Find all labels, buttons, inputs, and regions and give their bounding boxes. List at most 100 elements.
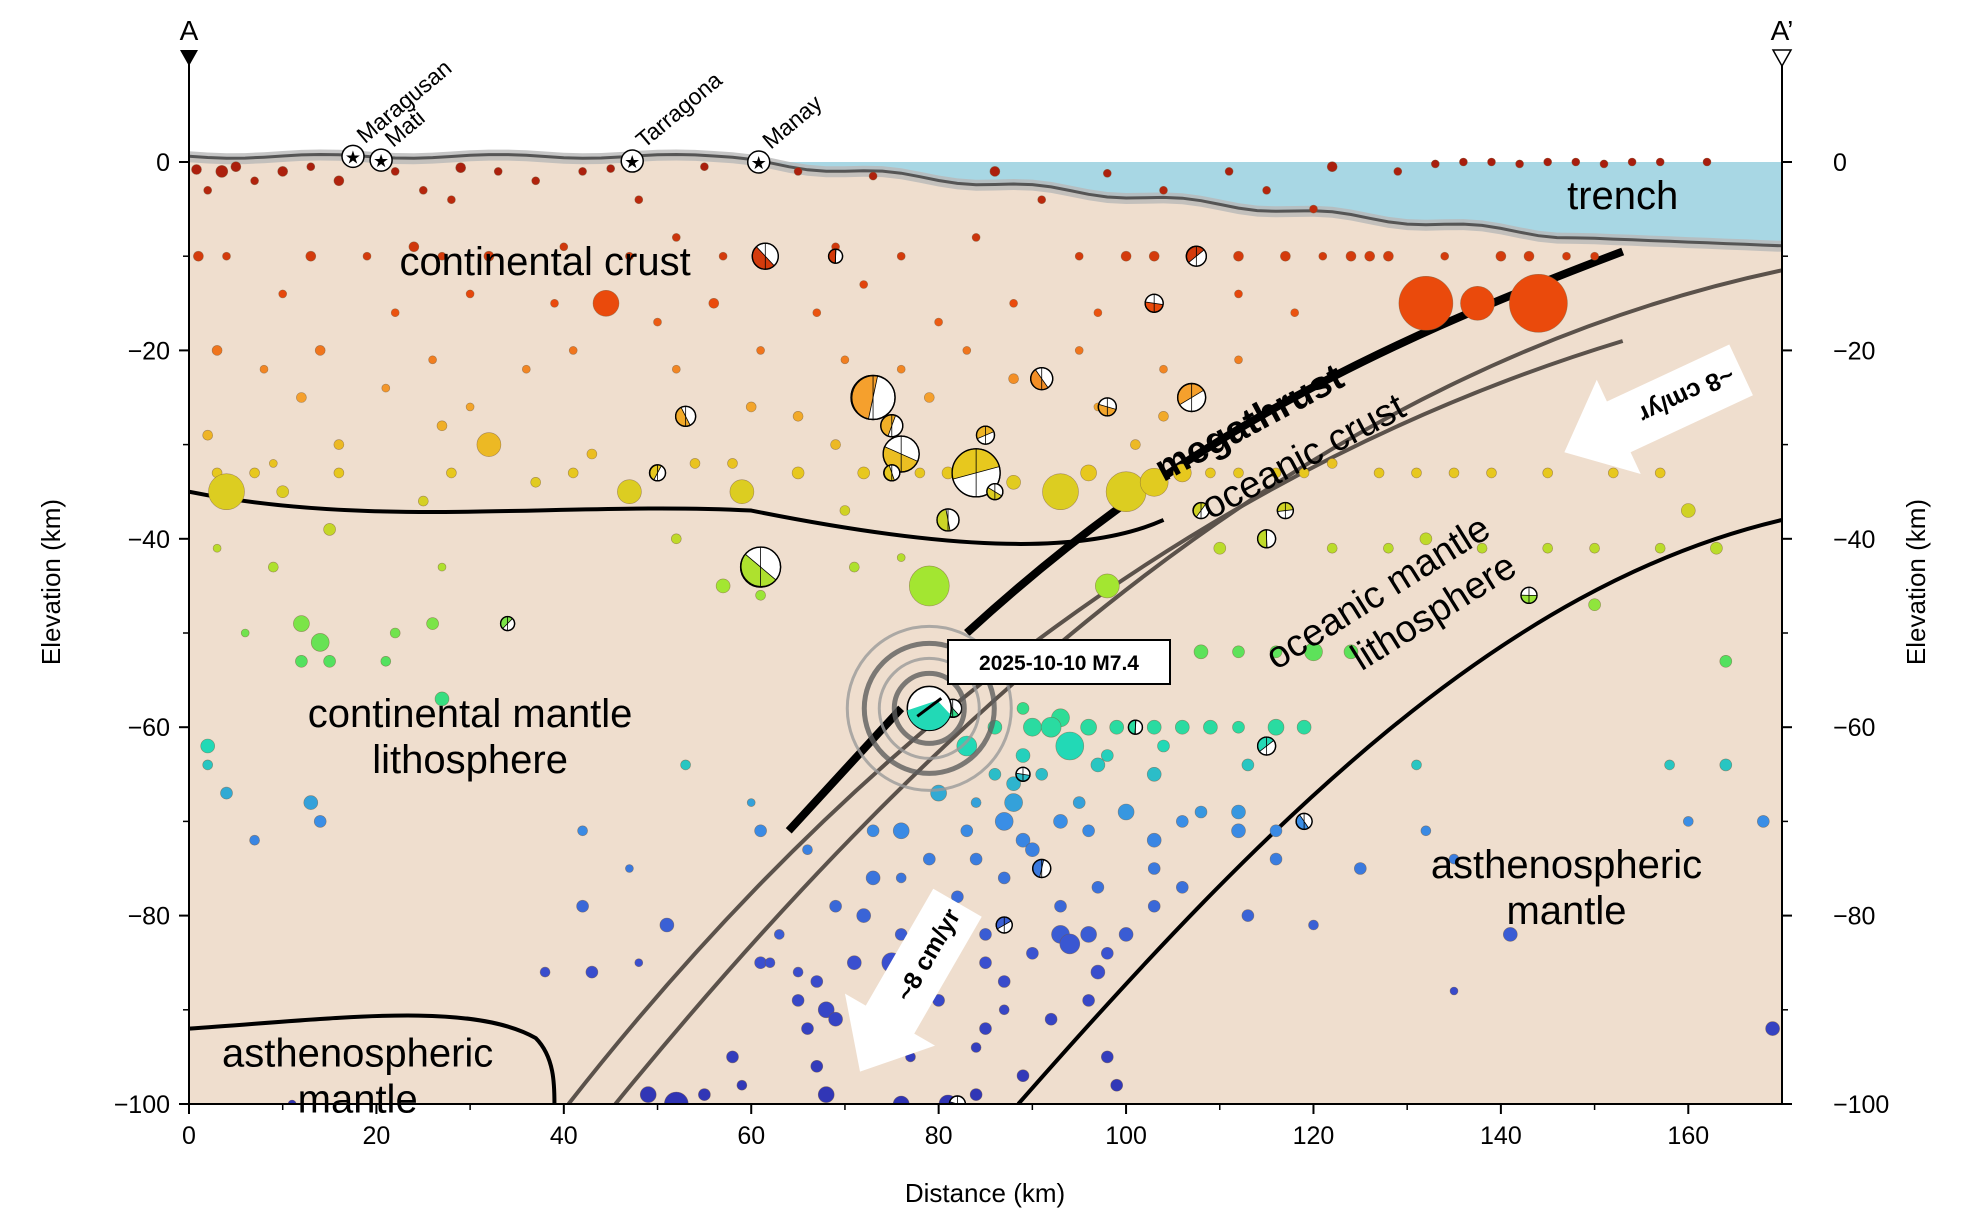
hypocenter-point — [680, 759, 691, 771]
hypocenter-point — [1449, 986, 1459, 996]
hypocenter-point — [1599, 159, 1609, 169]
hypocenter-point — [1590, 251, 1599, 261]
hypocenter-point — [250, 176, 259, 186]
hypocenter-point — [1147, 899, 1161, 913]
hypocenter-point — [1318, 251, 1328, 261]
hypocenter-point — [1655, 157, 1665, 167]
hypocenter-point — [203, 186, 212, 195]
hypocenter-point — [1090, 757, 1106, 773]
hypocenter-point — [1074, 251, 1084, 261]
hypocenter-point — [839, 505, 851, 516]
hypocenter-point — [1233, 467, 1244, 479]
hypocenter-point — [856, 908, 872, 923]
hypocenter-point — [1016, 702, 1030, 715]
focal-mechanism — [995, 916, 1013, 934]
hypocenter-point — [1267, 718, 1285, 736]
hypocenter-point — [1495, 250, 1507, 262]
hypocenter-point — [323, 523, 336, 536]
hypocenter-point — [1440, 251, 1449, 261]
y-tick-label-right: 0 — [1833, 149, 1847, 177]
y-tick-label-left: −60 — [128, 714, 170, 742]
focal-mechanism — [1144, 293, 1164, 313]
hypocenter-point — [259, 364, 269, 374]
hypocenter-point — [1093, 308, 1103, 318]
x-tick-label: 140 — [1480, 1122, 1522, 1150]
hypocenter-point — [1298, 467, 1310, 479]
hypocenter-point — [1326, 458, 1338, 469]
hypocenter-point — [408, 241, 420, 253]
hypocenter-point — [1231, 804, 1246, 820]
town-circle-icon — [620, 149, 644, 173]
hypocenter-point — [568, 346, 578, 355]
hypocenter-point — [381, 383, 391, 393]
hypocenter-point — [1203, 719, 1218, 735]
focal-mechanism — [827, 248, 844, 264]
hypocenter-point — [1175, 719, 1190, 735]
hypocenter-point — [756, 346, 765, 355]
hypocenter-point — [362, 251, 372, 261]
hypocenter-point — [1509, 273, 1568, 333]
x-tick-label: 0 — [182, 1122, 196, 1150]
hypocenter-point — [1147, 862, 1161, 875]
hypocenter-point — [989, 166, 1001, 177]
hypocenter-point — [1158, 410, 1169, 422]
hypocenter-point — [698, 1088, 711, 1101]
hypocenter-point — [1054, 899, 1067, 913]
hypocenter-point — [726, 1050, 739, 1064]
hypocenter-point — [567, 467, 579, 479]
hypocenter-point — [333, 467, 345, 479]
focal-mechanism — [883, 464, 901, 482]
mainshock-ring — [861, 640, 997, 776]
hypocenter-point — [1008, 373, 1019, 385]
town-label: Manay — [757, 89, 827, 154]
hypocenter-point — [1146, 832, 1162, 848]
hypocenter-point — [1345, 250, 1357, 262]
hypocenter-point — [306, 162, 316, 171]
hypocenter-point — [483, 250, 495, 262]
hypocenter-point — [293, 615, 310, 632]
hypocenter-point — [1460, 285, 1495, 321]
hypocenter-point — [1683, 816, 1694, 827]
hypocenter-point — [578, 167, 587, 176]
hypocenter-point — [956, 735, 978, 757]
hypocenter-point — [202, 429, 213, 441]
hypocenter-point — [1542, 467, 1553, 479]
hypocenter-point — [634, 958, 644, 968]
hypocenter-point — [671, 364, 681, 374]
hypocenter-point — [617, 479, 642, 505]
hypocenter-point — [592, 289, 620, 317]
hypocenter-point — [465, 289, 475, 299]
hypocenter-point — [1420, 825, 1432, 837]
arrow-shape-icon — [844, 888, 982, 1072]
hypocenter-point — [1082, 824, 1095, 838]
hypocenter-point — [729, 479, 755, 505]
hypocenter-point — [380, 655, 392, 667]
hypocenter-point — [476, 432, 502, 457]
hypocenter-point — [1176, 880, 1189, 894]
y-tick-label-left: −80 — [128, 903, 170, 931]
hypocenter-point — [1205, 467, 1216, 479]
x-tick-label: 160 — [1667, 1122, 1709, 1150]
y-tick-label-right: −40 — [1833, 526, 1875, 554]
hypocenter-point — [828, 1011, 843, 1027]
mainshock-label-box — [947, 639, 1171, 685]
hypocenter-point — [295, 654, 308, 668]
hypocenter-point — [1234, 289, 1243, 299]
earth-fill — [189, 154, 1782, 1104]
hypocenter-point — [1681, 503, 1696, 518]
hypocenter-point — [715, 578, 731, 594]
hypocenter-point — [896, 553, 906, 562]
hypocenter-point — [303, 795, 319, 810]
hypocenter-point — [417, 495, 429, 507]
hypocenter-point — [1004, 793, 1023, 812]
hypocenter-point — [1025, 842, 1040, 858]
hypocenter-point — [1503, 927, 1518, 942]
star-icon: ★ — [373, 151, 389, 171]
mainshock-compressional-quadrant — [907, 700, 951, 731]
hypocenter-point — [969, 1088, 983, 1101]
arrow-shape-icon — [1564, 344, 1753, 475]
hypocenter-point — [437, 562, 447, 572]
focal-mechanism — [648, 464, 667, 482]
hypocenter-point — [914, 467, 926, 479]
town-circle-icon — [341, 144, 365, 169]
